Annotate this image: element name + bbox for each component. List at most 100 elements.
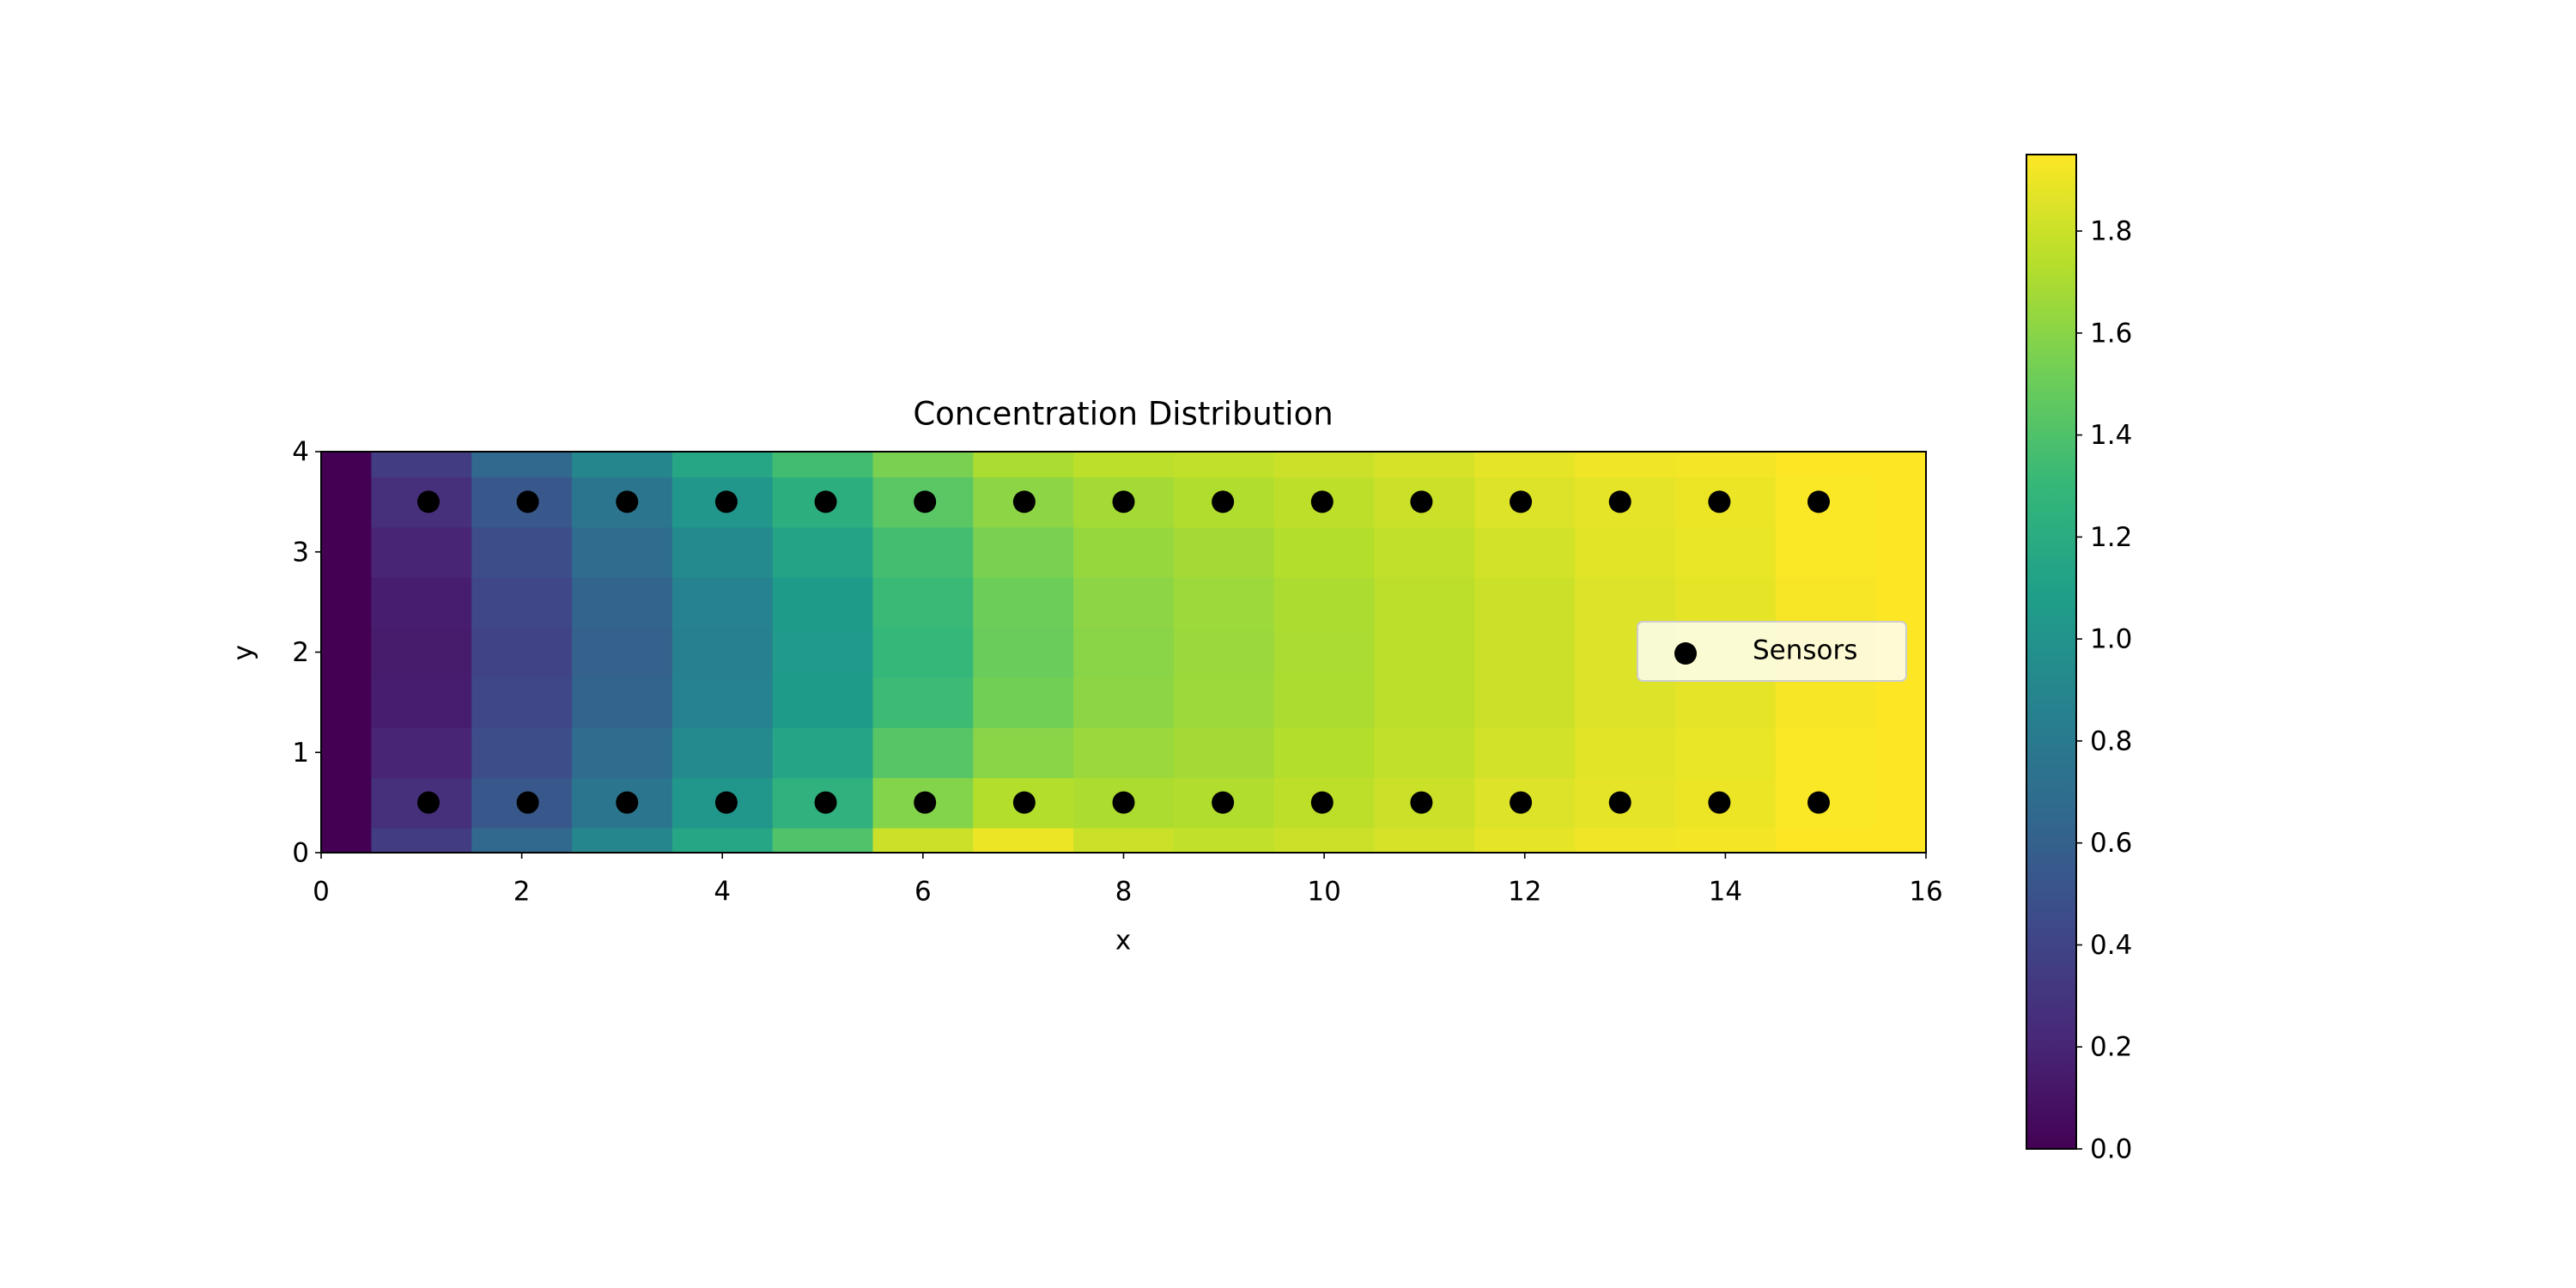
contour-cell (471, 452, 573, 477)
contour-cell (371, 827, 473, 853)
contour-cell (321, 727, 373, 779)
contour-cell (1875, 477, 1926, 528)
contour-cell (1073, 627, 1175, 678)
contour-cell (772, 576, 874, 629)
sensor-point (1608, 791, 1631, 814)
contour-cell (1173, 727, 1275, 779)
sensor-point (1012, 490, 1036, 513)
contour-cell (772, 727, 874, 779)
colorbar-tick-label: 1.0 (2090, 624, 2132, 655)
x-tick-label: 10 (1307, 877, 1340, 908)
sensor-point (1807, 791, 1831, 814)
sensor-point (1510, 791, 1533, 814)
sensor-point (1708, 791, 1731, 814)
x-tick-label: 14 (1709, 877, 1742, 908)
contour-cell (1173, 526, 1275, 578)
y-tick-label: 1 (292, 738, 309, 769)
sensor-point (1212, 490, 1235, 513)
contour-cell (572, 627, 673, 678)
contour-cell (772, 827, 874, 853)
colorbar (2026, 154, 2077, 1150)
contour-cell (1775, 526, 1877, 578)
contour-cell (1073, 727, 1175, 779)
x-tick-label: 6 (914, 877, 932, 908)
sensor-point (914, 791, 937, 814)
contour-cell (872, 526, 975, 578)
contour-cell (671, 677, 774, 728)
x-tick-label: 8 (1115, 877, 1133, 908)
legend-label: Sensors (1753, 635, 1857, 666)
y-axis-label: y (228, 645, 259, 660)
x-tick-label: 0 (313, 877, 330, 908)
contour-cell (1273, 827, 1376, 853)
contour-cell (1875, 777, 1926, 829)
y-tick-label: 4 (292, 437, 309, 468)
sensor-point (1410, 791, 1433, 814)
contour-cell (321, 452, 373, 477)
contour-cell (572, 576, 673, 629)
contour-cell (1575, 727, 1676, 779)
contour-cell (1273, 727, 1376, 779)
sensor-point (1112, 791, 1135, 814)
contour-cell (1374, 452, 1476, 477)
contour-cell (1374, 627, 1476, 678)
contour-cell (1674, 452, 1777, 477)
contour-cell (371, 526, 473, 578)
sensor-point (616, 791, 639, 814)
sensor-point (1608, 490, 1631, 513)
contour-cell (1674, 677, 1777, 728)
contour-cell (1173, 576, 1275, 629)
contour-cell (671, 526, 774, 578)
contour-cell (1474, 576, 1576, 629)
contour-cell (321, 576, 373, 629)
contour-cell (1575, 677, 1676, 728)
sensor-point (1708, 490, 1731, 513)
contour-cell (1474, 727, 1576, 779)
contour-cell (671, 576, 774, 629)
contour-cell (1273, 627, 1376, 678)
contour-cell (1875, 576, 1926, 629)
contour-cell (572, 827, 673, 853)
contour-cell (1273, 677, 1376, 728)
contour-cell (872, 827, 975, 853)
contour-cell (973, 576, 1074, 629)
contour-cell (1775, 827, 1877, 853)
sensor-point (1310, 490, 1334, 513)
contour-cell (1374, 526, 1476, 578)
contour-cell (1875, 452, 1926, 477)
contour-cell (572, 677, 673, 728)
contour-cell (1575, 452, 1676, 477)
x-tick-label: 2 (513, 877, 531, 908)
contour-cell (671, 452, 774, 477)
contour-cell (572, 526, 673, 578)
contour-cell (671, 727, 774, 779)
contour-cell (321, 477, 373, 528)
contour-cell (872, 627, 975, 678)
contour-cell (1775, 576, 1877, 629)
contour-cell (1575, 576, 1676, 629)
contour-cell (1575, 526, 1676, 578)
contour-cell (321, 827, 373, 853)
contour-cell (471, 627, 573, 678)
contour-cell (471, 727, 573, 779)
contour-cell (1073, 827, 1175, 853)
contour-cell (671, 627, 774, 678)
contour-cell (1374, 576, 1476, 629)
contour-cell (1273, 526, 1376, 578)
sensor-point (714, 490, 738, 513)
x-tick-label: 4 (714, 877, 731, 908)
y-tick-label: 2 (292, 637, 309, 668)
contour-cell (872, 727, 975, 779)
sensor-point (616, 490, 639, 513)
contour-cell (1674, 526, 1777, 578)
contour-cell (1073, 526, 1175, 578)
chart-title: Concentration Distribution (913, 396, 1333, 433)
colorbar-tick-label: 1.6 (2090, 318, 2132, 349)
contour-cell (973, 627, 1074, 678)
x-tick-label: 16 (1909, 877, 1942, 908)
contour-cell (1273, 576, 1376, 629)
contour-cell (1775, 677, 1877, 728)
sensor-point (1012, 791, 1036, 814)
contour-cell (321, 777, 373, 829)
